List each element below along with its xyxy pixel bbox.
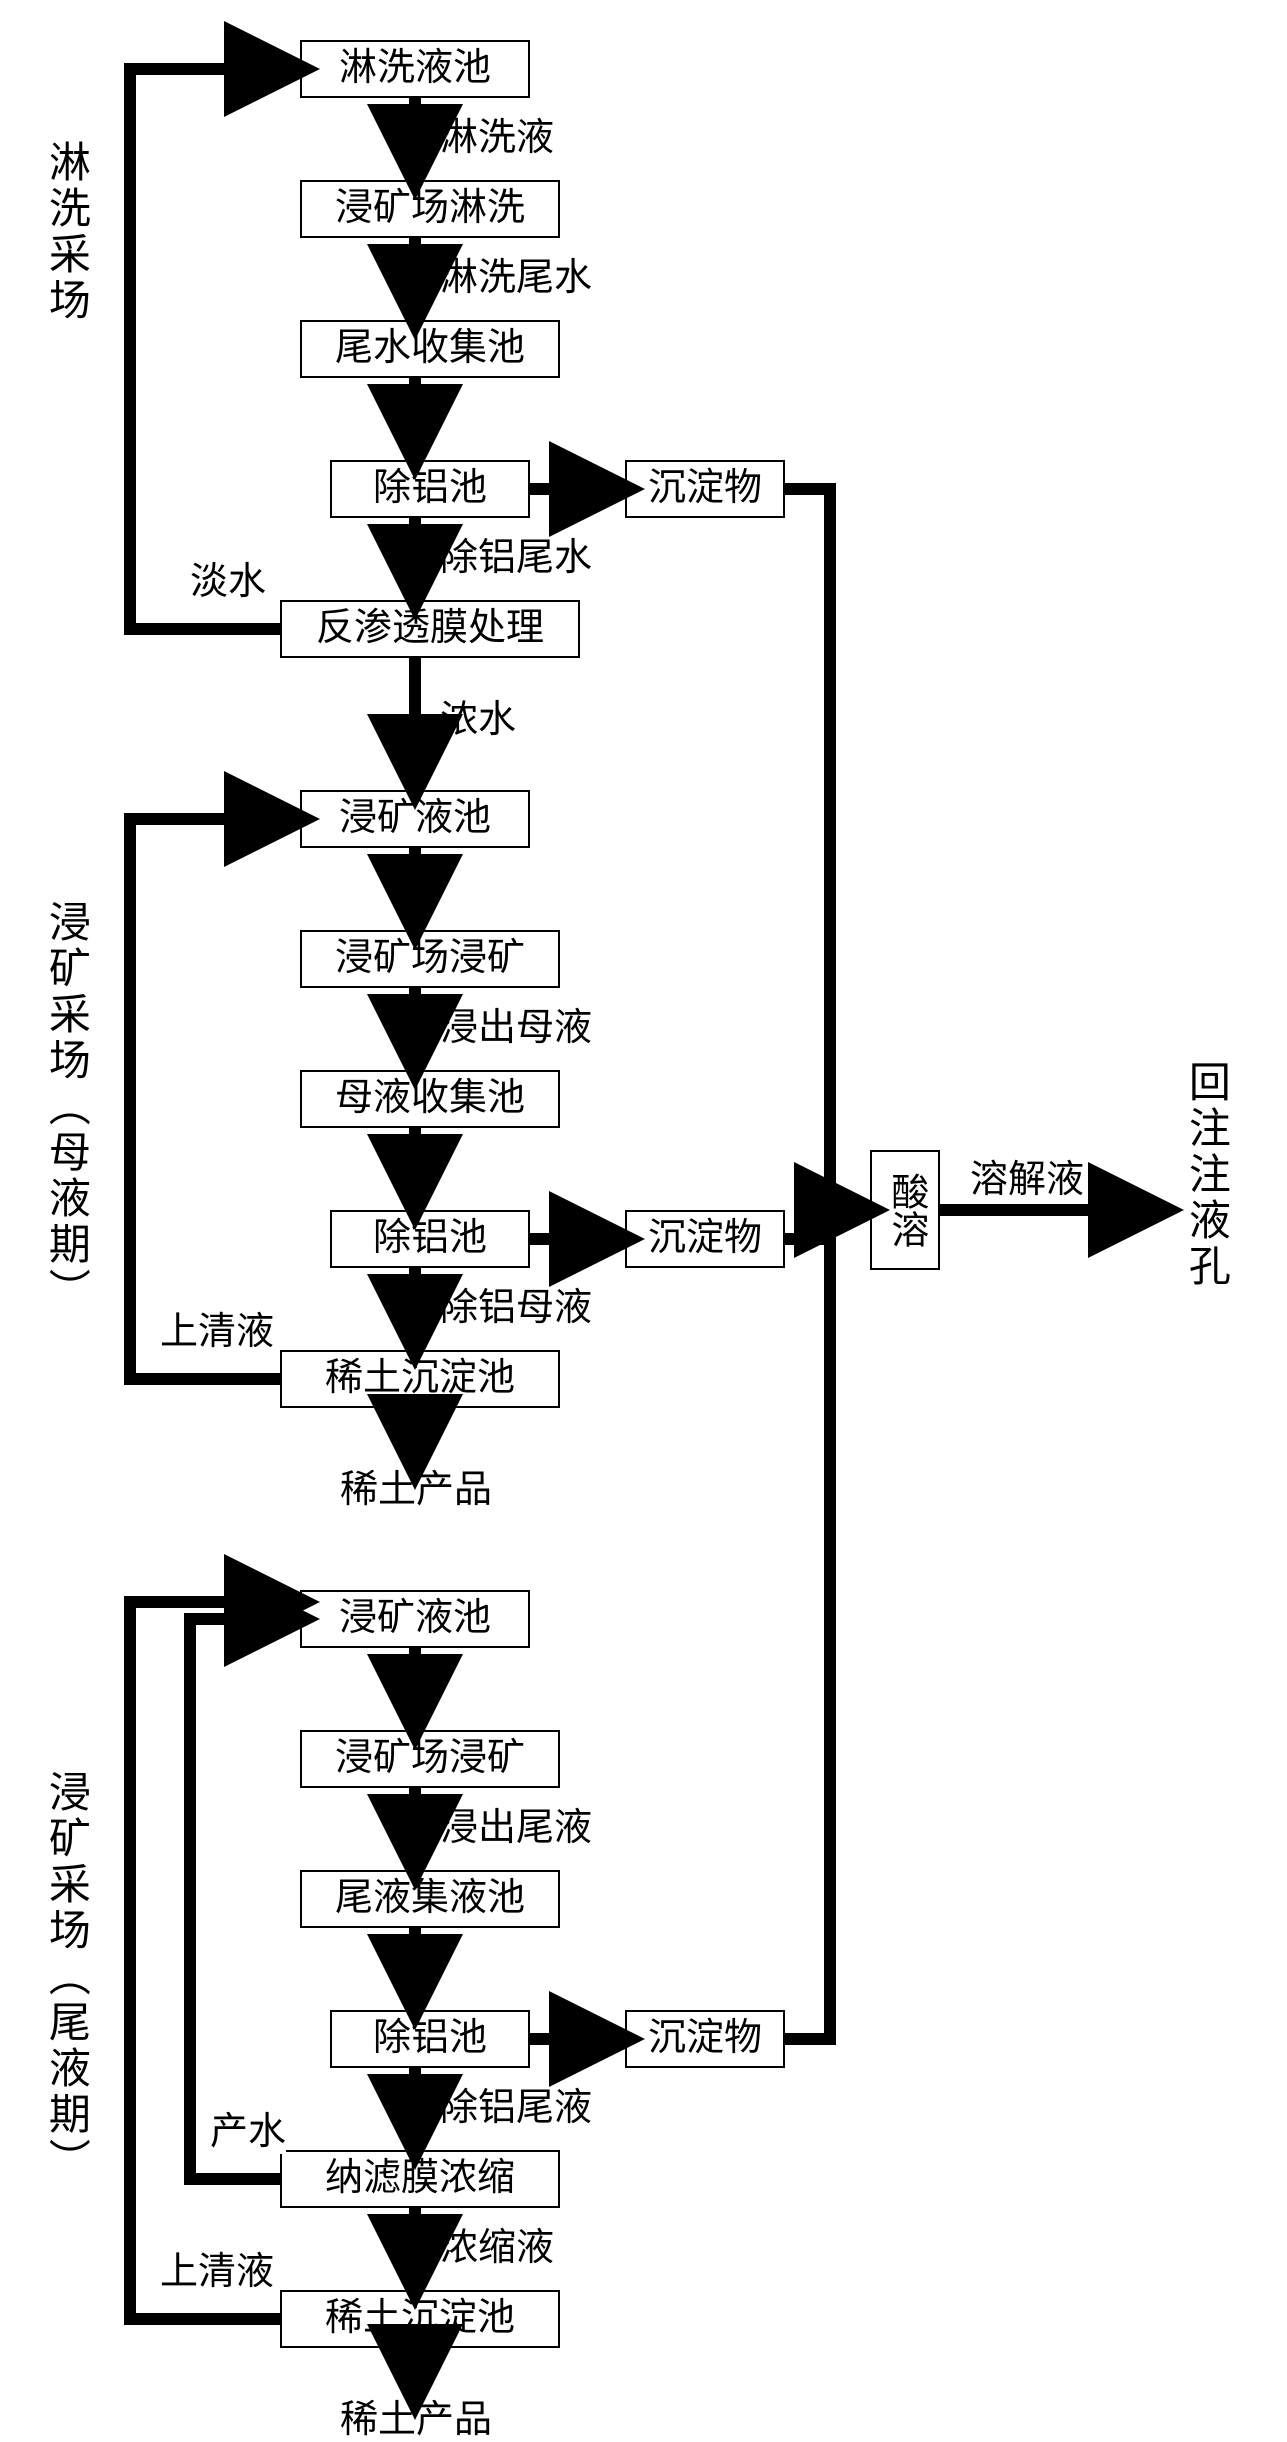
node-ro-membrane: 反渗透膜处理 — [280, 600, 580, 658]
section-label-right: 回注注液孔 — [1180, 1060, 1230, 1290]
edge-label-al-tail: 除铝尾水 — [440, 538, 592, 580]
node-field-leach-1: 浸矿场浸矿 — [300, 930, 560, 988]
node-nf-concentrate: 纳滤膜浓缩 — [280, 2150, 560, 2208]
node-sediment-2: 沉淀物 — [625, 1210, 785, 1268]
node-mother-pool: 母液收集池 — [300, 1070, 560, 1128]
edge-label-supernatant-2: 上清液 — [160, 2252, 274, 2294]
edge-label-conc-water: 浓水 — [440, 700, 516, 742]
node-field-leach-2: 浸矿场浸矿 — [300, 1730, 560, 1788]
node-tailliq-pool: 尾液集液池 — [300, 1870, 560, 1928]
node-re-precip-1: 稀土沉淀池 — [280, 1350, 560, 1408]
node-leach-pool-2: 浸矿液池 — [300, 1590, 530, 1648]
node-al-removal-2: 除铝池 — [330, 1210, 530, 1268]
node-field-rinse: 浸矿场淋洗 — [300, 180, 560, 238]
edge-label-al-tailliq: 除铝尾液 — [440, 2088, 592, 2130]
output-re-product-1: 稀土产品 — [340, 1470, 492, 1512]
node-tailwater-pool: 尾水收集池 — [300, 320, 560, 378]
section-label-1: 淋洗采场 — [40, 140, 90, 324]
node-leach-pool-1: 浸矿液池 — [300, 790, 530, 848]
node-acid-dissolve: 酸溶 — [870, 1150, 940, 1270]
node-al-removal-1: 除铝池 — [330, 460, 530, 518]
output-re-product-2: 稀土产品 — [340, 2400, 492, 2442]
edge-label-fresh-water: 淡水 — [190, 562, 266, 604]
edge-label-rinse-liq: 淋洗液 — [440, 118, 554, 160]
edge-label-leach-tail: 浸出尾液 — [440, 1808, 592, 1850]
node-sediment-3: 沉淀物 — [625, 2010, 785, 2068]
node-re-precip-2: 稀土沉淀池 — [280, 2290, 560, 2348]
edge-label-produced-water: 产水 — [210, 2112, 286, 2154]
edge-label-supernatant-1: 上清液 — [160, 1312, 274, 1354]
edge-label-rinse-tail: 淋洗尾水 — [440, 258, 592, 300]
edge-label-solution: 溶解液 — [970, 1160, 1084, 1202]
node-sediment-1: 沉淀物 — [625, 460, 785, 518]
section-label-3: 浸矿采场（尾液期） — [40, 1770, 90, 2184]
node-rinse-pool: 淋洗液池 — [300, 40, 530, 98]
edge-label-al-mother: 除铝母液 — [440, 1288, 592, 1330]
section-label-2: 浸矿采场（母液期） — [40, 900, 90, 1314]
edge-label-concentrate: 浓缩液 — [440, 2228, 554, 2270]
node-al-removal-3: 除铝池 — [330, 2010, 530, 2068]
edge-label-mother-liq: 浸出母液 — [440, 1008, 592, 1050]
